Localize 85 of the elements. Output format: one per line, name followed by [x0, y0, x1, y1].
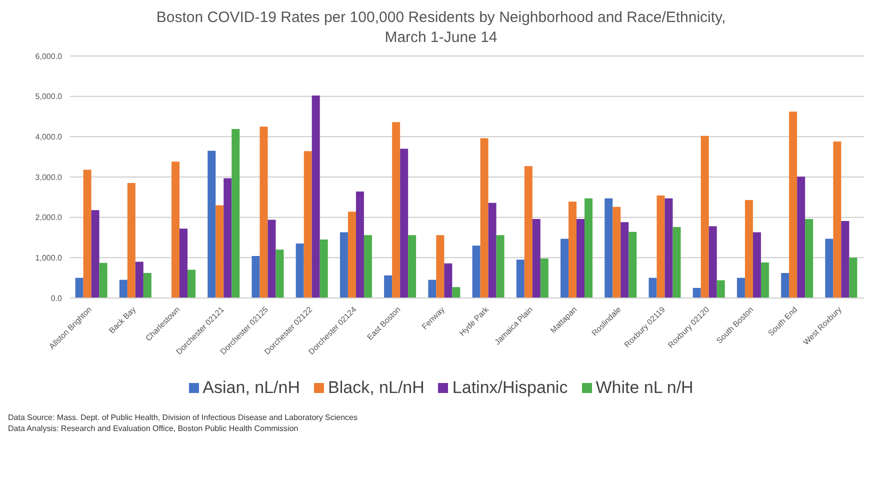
- bar: [252, 256, 260, 298]
- bar: [444, 263, 452, 298]
- bar: [75, 278, 84, 298]
- bar: [472, 246, 480, 298]
- bar: [849, 258, 858, 298]
- bar: [91, 210, 100, 298]
- bar: [135, 262, 144, 298]
- bar: [620, 222, 629, 298]
- bar: [576, 218, 585, 298]
- bar: [736, 278, 745, 298]
- bar: [744, 200, 753, 298]
- bar: [312, 96, 320, 298]
- bar: [224, 178, 232, 298]
- bar: [833, 142, 842, 298]
- legend-label: Asian, nL/nH: [202, 378, 300, 398]
- bar: [232, 129, 240, 298]
- bar: [628, 232, 637, 298]
- y-tick-label: 3,000.0: [35, 172, 63, 182]
- legend-label: White nL n/H: [594, 378, 694, 398]
- bar: [392, 122, 400, 298]
- bar: [648, 278, 657, 298]
- bar: [99, 262, 108, 298]
- bar: [268, 220, 276, 298]
- bar: [384, 275, 392, 298]
- bar: [436, 235, 444, 298]
- bar: [516, 260, 524, 298]
- bar: [408, 235, 416, 298]
- bar: [172, 162, 180, 298]
- legend-label: Latinx/Hispanic: [451, 378, 568, 398]
- bar: [180, 228, 188, 298]
- y-tick-label: 4,000.0: [35, 132, 63, 142]
- legend-label: Black, nL/nH: [327, 378, 424, 398]
- bar: [672, 227, 681, 298]
- bar: [452, 287, 460, 298]
- bar: [340, 232, 348, 298]
- bar: [216, 205, 224, 298]
- bar: [760, 262, 769, 298]
- bar: [612, 206, 621, 298]
- bar: [296, 244, 304, 298]
- bar: [364, 235, 372, 298]
- bar: [480, 138, 488, 298]
- text: Data Analysis: Research and Evaluation Office, Boston Public Health Commission: [8, 423, 300, 434]
- bar: [488, 202, 496, 298]
- bar: [83, 170, 92, 298]
- bar: [789, 112, 798, 298]
- bar: [752, 232, 761, 298]
- bar: [348, 212, 356, 298]
- bar: [304, 151, 312, 298]
- y-tick-label: 0.0: [50, 294, 63, 303]
- bar: [708, 226, 717, 298]
- bar: [664, 198, 673, 298]
- bar: [276, 250, 284, 298]
- bar: [700, 136, 709, 298]
- bar: [656, 196, 665, 298]
- bar: [825, 238, 834, 298]
- bar: [524, 166, 532, 298]
- bar: [496, 235, 504, 298]
- bar: [320, 240, 328, 298]
- y-tick-label: 1,000.0: [35, 254, 63, 263]
- chart-title: Boston COVID-19 Rates per 100,000 Residents by Neighborhood and Race/Ethnicity, March 1-June 14: [155, 8, 727, 48]
- bar: [604, 198, 613, 298]
- bar: [260, 126, 268, 298]
- bar: [797, 176, 806, 298]
- bar: [841, 220, 850, 298]
- bar: [532, 218, 540, 298]
- y-tick-label: 6,000.0: [35, 52, 63, 61]
- bar: [781, 272, 790, 298]
- bar: [805, 218, 814, 298]
- source-note: Data Source: Mass. Dept. of Public Health, Division of Infectious Disease and Laboratory Sciences: [8, 412, 359, 423]
- bar: [119, 280, 128, 298]
- bar: [143, 272, 152, 298]
- bar: [716, 280, 725, 298]
- y-tick-label: 2,000.0: [35, 213, 63, 222]
- bar: [188, 270, 196, 298]
- bar: [692, 288, 701, 298]
- bar: [584, 198, 593, 298]
- y-tick-label: 5,000.0: [35, 92, 63, 102]
- bar: [400, 148, 408, 298]
- bar: [356, 192, 364, 298]
- bar: [428, 280, 436, 298]
- bar: [560, 238, 569, 298]
- bar: [208, 150, 216, 298]
- bar: [127, 183, 136, 298]
- bar: [540, 258, 548, 298]
- bar: [568, 202, 577, 298]
